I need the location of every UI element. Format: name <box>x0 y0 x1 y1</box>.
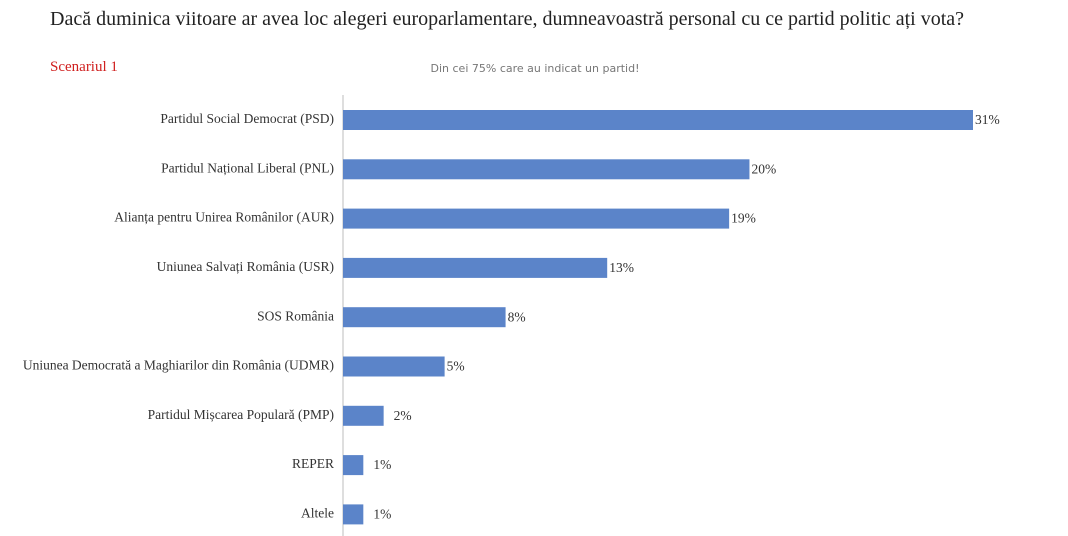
category-label: Partidul Național Liberal (PNL) <box>161 160 334 175</box>
bar <box>343 504 364 525</box>
bar <box>343 257 608 278</box>
category-label: SOS România <box>257 308 334 323</box>
category-label: Uniunea Democrată a Maghiarilor din Româ… <box>23 358 334 373</box>
bar <box>343 405 384 426</box>
bar <box>343 208 730 229</box>
value-label: 2% <box>394 408 412 423</box>
category-label: Partidul Social Democrat (PSD) <box>160 111 334 126</box>
value-label: 5% <box>447 359 465 374</box>
bar <box>343 356 445 377</box>
bar <box>343 455 364 476</box>
value-label: 20% <box>751 161 776 176</box>
value-label: 1% <box>373 506 391 521</box>
category-label: Alianța pentru Unirea Românilor (AUR) <box>114 210 334 225</box>
chart-note: Din cei 75% care au indicat un partid! <box>430 62 640 75</box>
value-label: 1% <box>373 457 391 472</box>
value-label: 31% <box>975 112 1000 127</box>
bar <box>343 159 750 180</box>
value-label: 19% <box>731 211 756 226</box>
category-label: Altele <box>301 505 334 520</box>
chart-subtitle: Scenariul 1 <box>50 59 118 75</box>
bar <box>343 307 506 328</box>
category-label: Uniunea Salvați România (USR) <box>157 259 334 274</box>
value-label: 8% <box>508 309 526 324</box>
chart-title: Dacă duminica viitoare ar avea loc alege… <box>50 8 965 30</box>
category-label: REPER <box>292 456 334 471</box>
bar <box>343 110 973 130</box>
value-label: 13% <box>609 260 634 275</box>
category-label: Partidul Mișcarea Populară (PMP) <box>148 407 334 422</box>
